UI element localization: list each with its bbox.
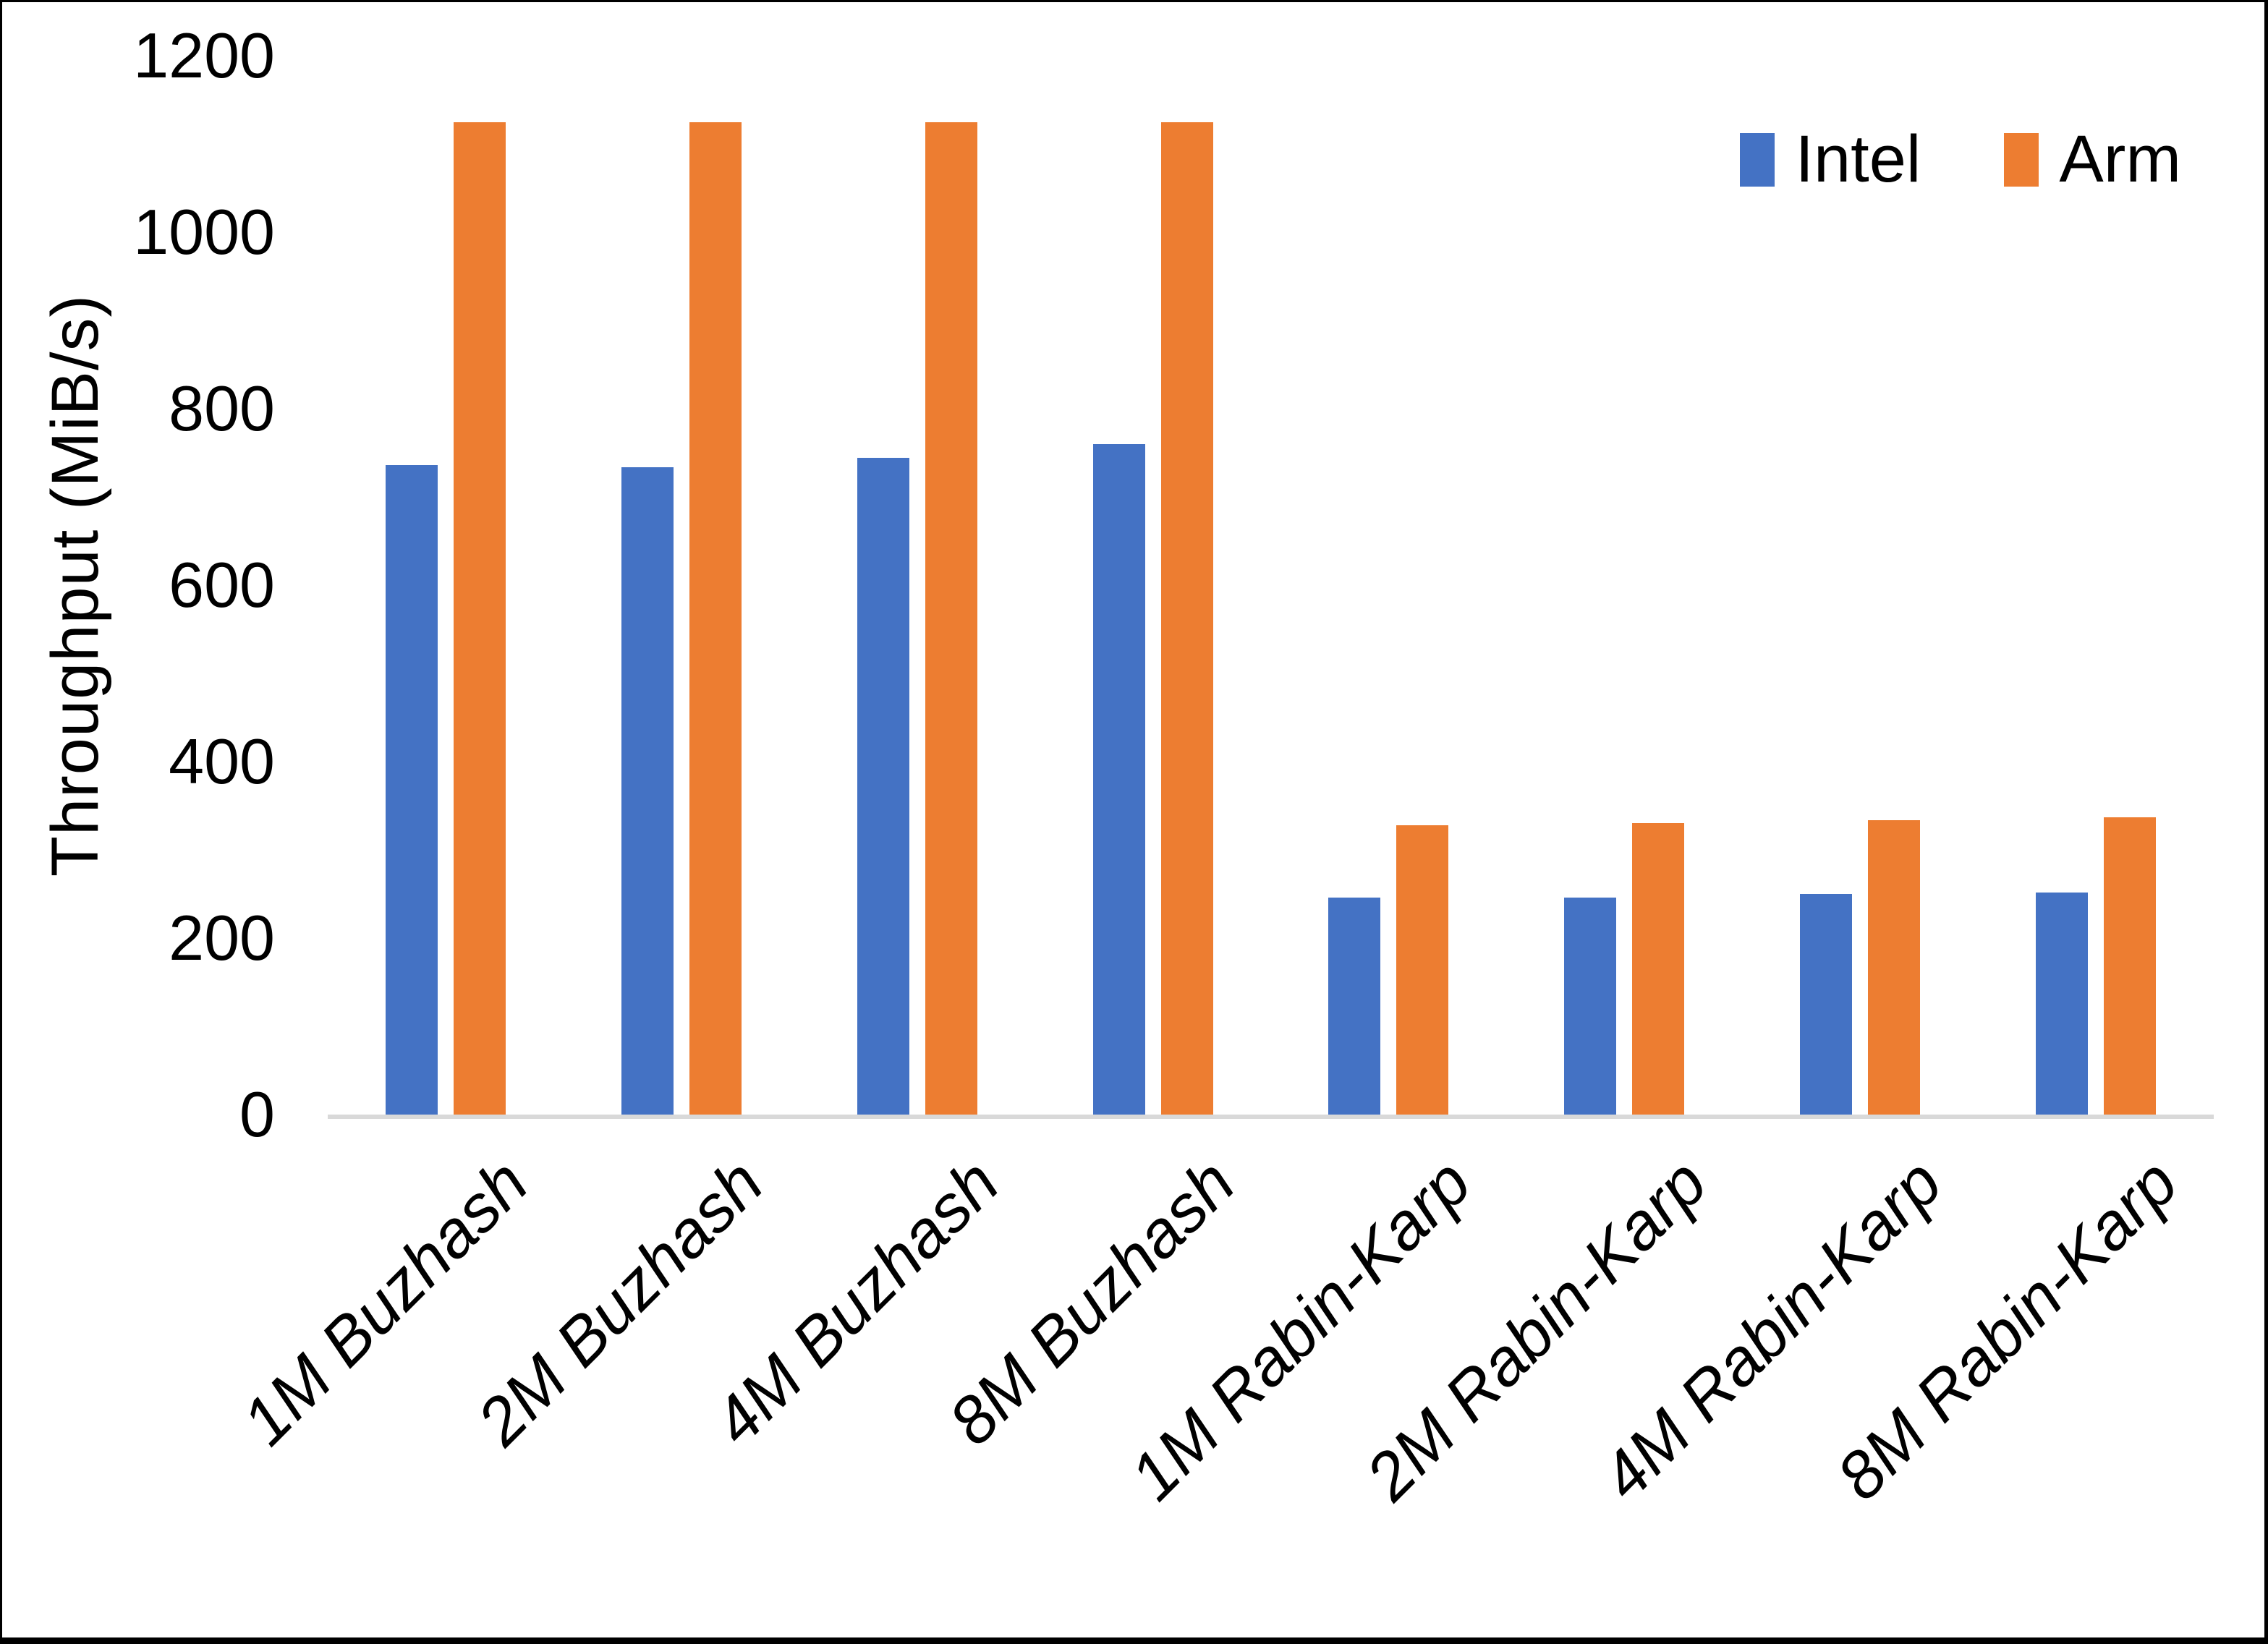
bar-intel-1m-rabin-karp bbox=[1328, 897, 1381, 1115]
bar-arm-1m-rabin-karp bbox=[1396, 825, 1449, 1115]
bar-intel-2m-buzhash bbox=[621, 467, 674, 1115]
legend-swatch-intel bbox=[1740, 132, 1775, 187]
bar-intel-8m-rabin-karp bbox=[2036, 892, 2089, 1115]
bar-arm-2m-buzhash bbox=[689, 122, 742, 1115]
y-tick-200: 200 bbox=[169, 902, 275, 974]
bar-arm-4m-buzhash bbox=[925, 122, 977, 1115]
bar-arm-2m-rabin-karp bbox=[1632, 823, 1685, 1115]
legend-swatch-arm bbox=[2004, 132, 2039, 187]
y-tick-1000: 1000 bbox=[133, 196, 275, 268]
bar-intel-2m-rabin-karp bbox=[1564, 897, 1617, 1115]
y-tick-600: 600 bbox=[169, 549, 275, 621]
bar-group-8m-rabin-karp bbox=[1978, 56, 2214, 1115]
bar-group-2m-rabin-karp bbox=[1506, 56, 1742, 1115]
x-axis-line bbox=[328, 1115, 2214, 1119]
bar-intel-4m-buzhash bbox=[857, 458, 909, 1115]
y-tick-800: 800 bbox=[169, 372, 275, 444]
y-tick-0: 0 bbox=[239, 1078, 275, 1150]
x-slot-8m-rabin-karp: 8M Rabin-Karp bbox=[1823, 1123, 2214, 1572]
bar-group-2m-buzhash bbox=[564, 56, 799, 1115]
legend: Intel Arm bbox=[1740, 122, 2181, 197]
legend-item-intel: Intel bbox=[1740, 122, 1921, 197]
y-tick-400: 400 bbox=[169, 725, 275, 797]
bar-arm-8m-rabin-karp bbox=[2104, 817, 2157, 1115]
y-tick-1200: 1200 bbox=[133, 20, 275, 91]
bar-arm-8m-buzhash bbox=[1160, 122, 1213, 1115]
y-axis-ticks: 0 200 400 600 800 1000 1200 bbox=[0, 20, 304, 1150]
bar-group-4m-rabin-karp bbox=[1742, 56, 1978, 1115]
bar-intel-8m-buzhash bbox=[1092, 443, 1145, 1115]
legend-label-arm: Arm bbox=[2059, 122, 2181, 196]
bar-group-4m-buzhash bbox=[799, 56, 1035, 1115]
bar-arm-1m-buzhash bbox=[453, 122, 506, 1115]
bar-group-1m-buzhash bbox=[328, 56, 564, 1115]
x-axis-labels: 1M Buzhash 2M Buzhash 4M Buzhash 8M Buzhash… bbox=[228, 1123, 2214, 1572]
bar-arm-4m-rabin-karp bbox=[1868, 819, 1921, 1115]
bar-intel-4m-rabin-karp bbox=[1800, 894, 1853, 1115]
legend-label-intel: Intel bbox=[1795, 122, 1921, 196]
plot-area bbox=[328, 56, 2214, 1119]
bar-groups bbox=[328, 56, 2214, 1115]
bar-group-1m-rabin-karp bbox=[1271, 56, 1507, 1115]
bar-group-8m-buzhash bbox=[1035, 56, 1271, 1115]
legend-item-arm: Arm bbox=[2004, 122, 2181, 197]
bar-intel-1m-buzhash bbox=[385, 465, 438, 1115]
